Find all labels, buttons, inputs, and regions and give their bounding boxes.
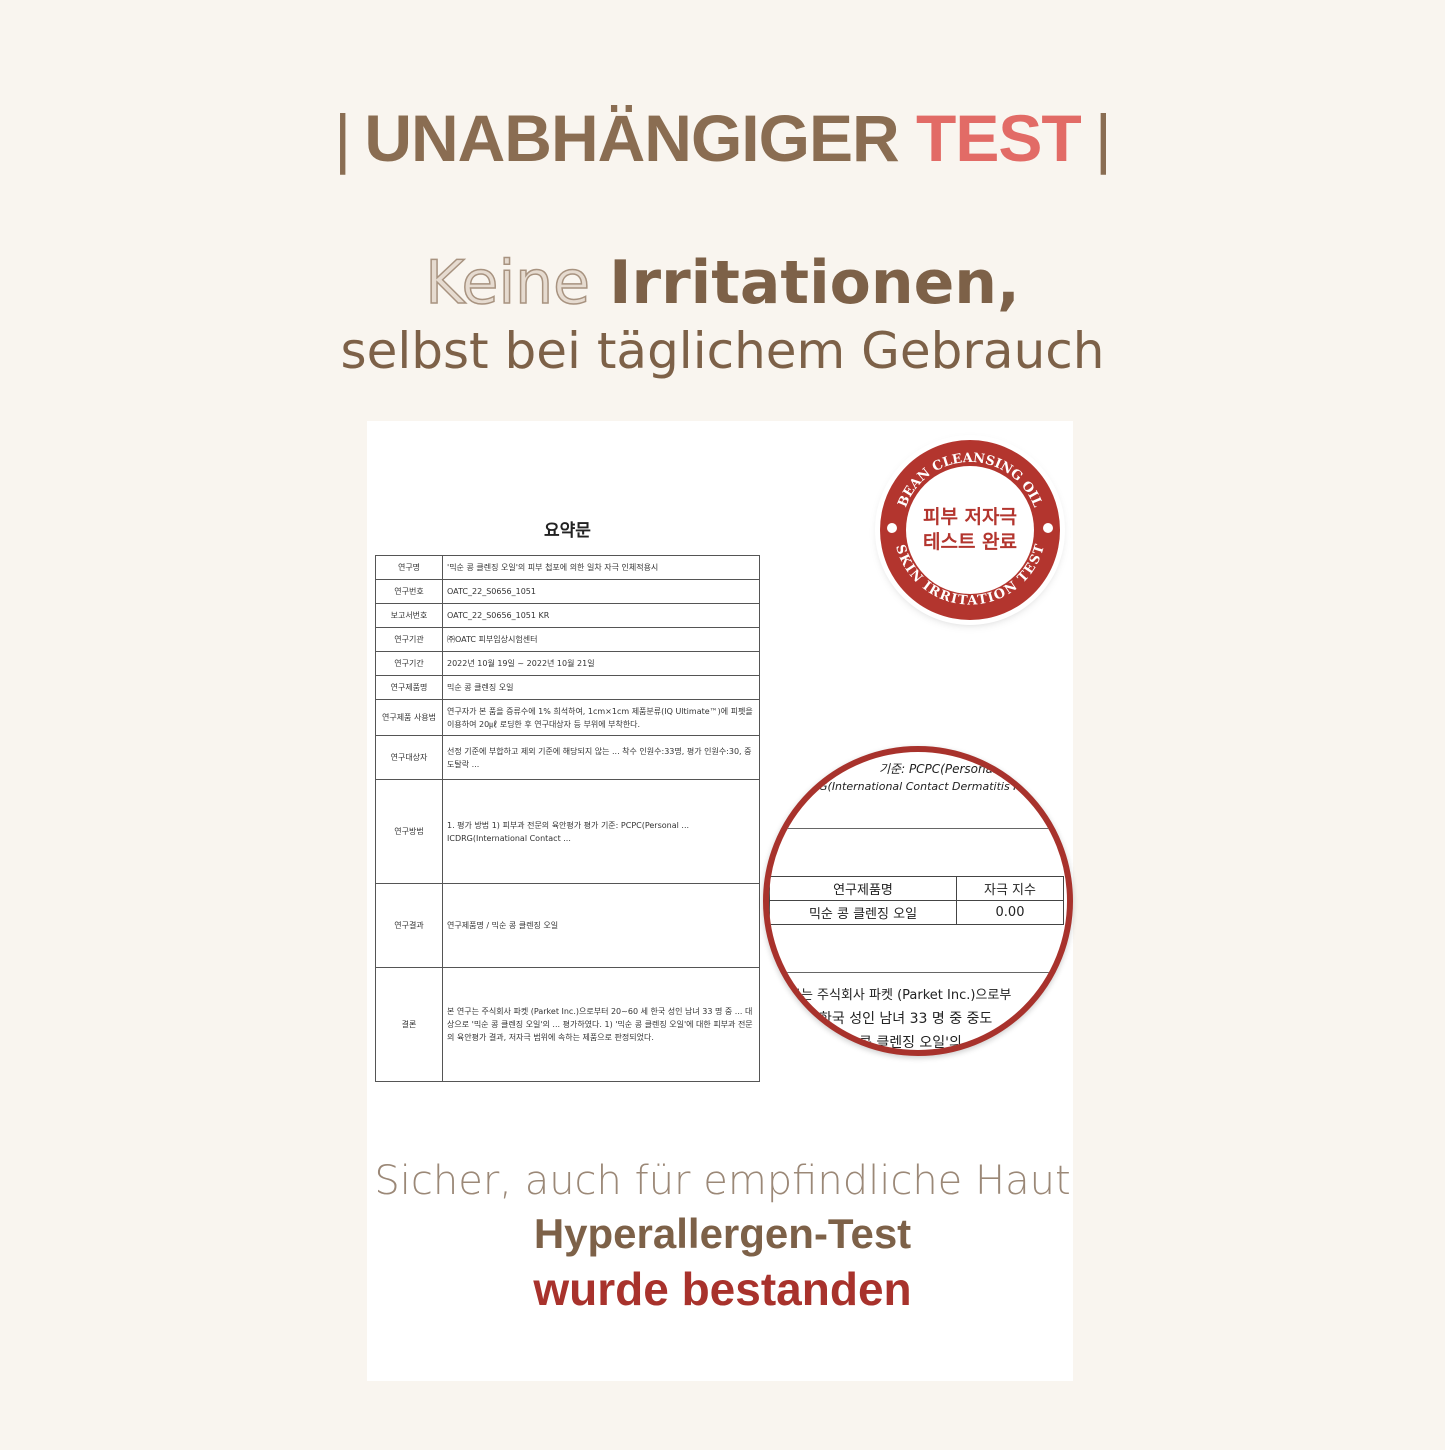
row-label: 연구결과 <box>375 883 443 968</box>
divider-right: | <box>1094 101 1112 175</box>
title-accent: TEST <box>916 101 1082 175</box>
row-label: 연구제품명 <box>375 675 443 700</box>
col-index: 자극 지수 <box>956 876 1064 901</box>
stamp-line1: 피부 저자극 <box>922 506 1017 528</box>
row-value: ㈜OATC 피부임상시험센터 <box>442 627 760 652</box>
table-row: 결론 본 연구는 주식회사 파켓 (Parket Inc.)으로부터 20~60 … <box>375 967 760 1082</box>
row-value: 1. 평가 방법 1) 피부과 전문의 육안평가 평가 기준: PCPC(Per… <box>442 779 760 884</box>
row-value: 2022년 10월 19일 ~ 2022년 10월 21일 <box>442 651 760 676</box>
col-product: 연구제품명 <box>769 876 957 901</box>
table-row: 연구명 '믹순 콩 클렌징 오일'의 피부 첩포에 의한 일차 자극 인체적용시 <box>375 555 760 580</box>
row-value: 연구자가 본 품을 증류수에 1% 희석하여, 1cm×1cm 제품분류(IQ … <box>442 699 760 736</box>
table-row: 연구제품 사용법 연구자가 본 품을 증류수에 1% 희석하여, 1cm×1cm … <box>375 699 760 736</box>
mag-rule <box>769 972 1067 973</box>
row-label: 연구방법 <box>375 779 443 884</box>
table-row: 연구대상자 선정 기준에 부합하고 제외 기준에 해당되지 않는 ... 착수 인… <box>375 735 760 780</box>
table-row: 연구기간 2022년 10월 19일 ~ 2022년 10월 21일 <box>375 651 760 676</box>
plus-icon-left <box>887 523 897 533</box>
footer-line3: wurde bestanden <box>533 1263 912 1315</box>
mag-result-table: 연구제품명 자극 지수 믹순 콩 클렌징 오일 0.00 <box>769 876 1064 925</box>
row-label: 연구대상자 <box>375 735 443 780</box>
table-row: 연구결과 연구제품명 / 믹순 콩 클렌징 오일 <box>375 883 760 968</box>
row-value: 본 연구는 주식회사 파켓 (Parket Inc.)으로부터 20~60 세 … <box>442 967 760 1082</box>
summary-table: 연구명 '믹순 콩 클렌징 오일'의 피부 첩포에 의한 일차 자극 인체적용시 연… <box>375 555 760 1082</box>
row-label: 연구제품 사용법 <box>375 699 443 736</box>
row-value: OATC_22_S0656_1051 <box>442 579 760 604</box>
mag-rule <box>769 828 1067 829</box>
mag-line2: G(International Contact Dermatitis Re <box>819 780 1028 793</box>
row-value: 선정 기준에 부합하고 제외 기준에 해당되지 않는 ... 착수 인원수:33… <box>442 735 760 780</box>
mag-line1: 기준: PCPC(Personal Car <box>879 762 1021 776</box>
row-label: 연구기관 <box>375 627 443 652</box>
page-title: | UNABHÄNGIGER TEST | <box>0 100 1445 176</box>
table-row: 연구제품명 믹순 콩 클렌징 오일 <box>375 675 760 700</box>
mag-conclusion-1: 구는 주식회사 파켓 (Parket Inc.)으로부 <box>789 988 1012 1003</box>
headline-sub: selbst bei täglichem Gebrauch <box>340 322 1105 380</box>
index-cell: 0.00 <box>956 900 1064 925</box>
footer-line1: Sicher, auch für empfindliche Haut <box>374 1158 1071 1204</box>
plus-icon-right <box>1043 523 1053 533</box>
table-row: 연구번호 OATC_22_S0656_1051 <box>375 579 760 604</box>
row-value: '믹순 콩 클렌징 오일'의 피부 첩포에 의한 일차 자극 인체적용시 <box>442 555 760 580</box>
footer-line2: Hyperallergen-Test <box>533 1210 912 1257</box>
row-label: 보고서번호 <box>375 603 443 628</box>
mag-conclusion-2: 한국 성인 남녀 33 명 중 중도 <box>819 1011 993 1027</box>
row-value: 믹순 콩 클렌징 오일 <box>442 675 760 700</box>
title-main: UNABHÄNGIGER <box>364 101 899 175</box>
stamp-line2: 테스트 완료 <box>922 531 1017 553</box>
product-cell: 믹순 콩 클렌징 오일 <box>769 900 957 925</box>
divider-left: | <box>334 101 351 175</box>
document-title: 요약문 <box>544 521 591 541</box>
table-row: 보고서번호 OATC_22_S0656_1051 KR <box>375 603 760 628</box>
headline-outline: Keine <box>424 247 591 319</box>
skin-test-stamp: BEAN CLEANSING OIL SKIN IRRITATION TEST … <box>880 440 1060 620</box>
magnifier-circle: 기준: PCPC(Personal Car G(International Co… <box>763 746 1073 1056</box>
table-row: 연구기관 ㈜OATC 피부임상시험센터 <box>375 627 760 652</box>
row-label: 결론 <box>375 967 443 1082</box>
headline-bold: Irritationen, <box>609 248 1020 318</box>
row-label: 연구번호 <box>375 579 443 604</box>
row-label: 연구기간 <box>375 651 443 676</box>
headline: Keine Irritationen, <box>0 247 1445 319</box>
table-row: 연구방법 1. 평가 방법 1) 피부과 전문의 육안평가 평가 기준: PCPC… <box>375 779 760 884</box>
row-label: 연구명 <box>375 555 443 580</box>
row-value: 연구제품명 / 믹순 콩 클렌징 오일 <box>442 883 760 968</box>
row-value: OATC_22_S0656_1051 KR <box>442 603 760 628</box>
mag-conclusion-3: 콩 클렌징 오일'의 <box>859 1035 962 1051</box>
